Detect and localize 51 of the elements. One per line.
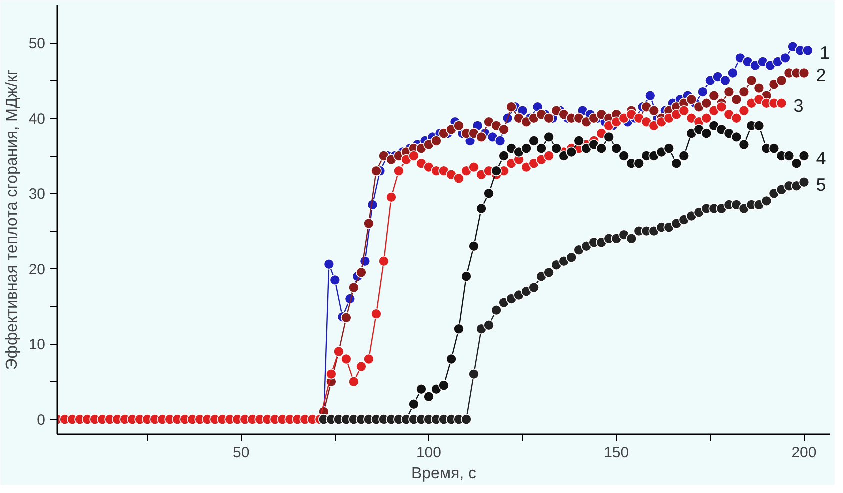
point (468, 240, 480, 252)
point (484, 188, 494, 200)
point (731, 132, 742, 143)
point (596, 143, 607, 154)
point (566, 146, 577, 158)
point (754, 120, 765, 132)
point (461, 271, 472, 282)
x-tick-label: 50 (233, 444, 250, 462)
y-tick-label: 50 (28, 36, 46, 53)
y-tick-label: 10 (28, 336, 46, 354)
point (491, 166, 502, 176)
point (678, 150, 690, 162)
point (768, 143, 780, 154)
point (521, 143, 532, 154)
series-label: 2 (816, 66, 826, 86)
x-tick-label: 200 (792, 444, 817, 462)
x-axis-title: Время, с (411, 466, 477, 482)
y-tick-label: 40 (28, 110, 46, 128)
point (416, 384, 427, 395)
point (528, 136, 540, 146)
point (498, 150, 510, 162)
y-axis-title: Эффективная теплота сгорания, МДж/кг (4, 70, 21, 370)
point (618, 150, 630, 162)
point (611, 143, 622, 154)
point (784, 150, 795, 162)
point (664, 143, 675, 154)
point (574, 136, 584, 146)
x-tick-label: 100 (416, 444, 442, 462)
point (544, 132, 554, 143)
point (476, 203, 487, 214)
point (454, 324, 464, 335)
series-label: 4 (816, 148, 826, 169)
point (446, 354, 457, 365)
x-tick-label: 150 (604, 444, 630, 462)
point (408, 399, 420, 410)
point (701, 128, 712, 139)
point (738, 139, 750, 150)
series-label: 1 (820, 43, 830, 64)
point (424, 391, 434, 402)
point (604, 132, 615, 143)
point (438, 380, 450, 391)
y-tick-label: 0 (37, 412, 46, 429)
point (536, 143, 547, 154)
point (671, 158, 682, 169)
point (798, 150, 810, 162)
series-label: 3 (794, 96, 804, 116)
series-label: 5 (816, 174, 826, 195)
y-tick-label: 20 (28, 261, 46, 278)
point (634, 158, 645, 169)
y-tick-label: 30 (28, 186, 46, 204)
point (791, 158, 802, 169)
